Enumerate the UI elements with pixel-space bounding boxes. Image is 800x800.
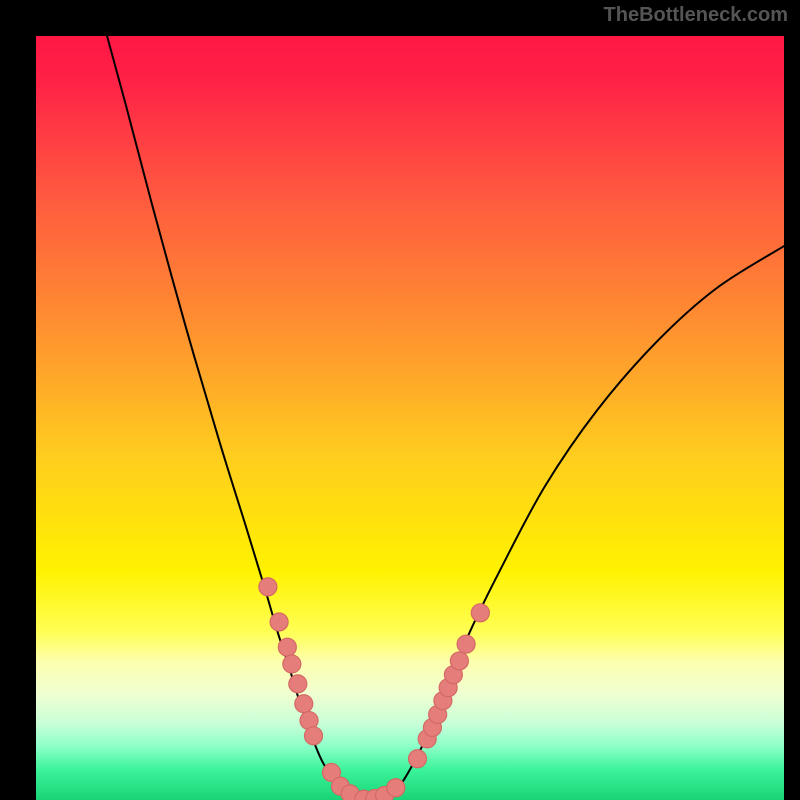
plot-area bbox=[36, 36, 784, 800]
data-dots bbox=[259, 578, 489, 800]
data-dot bbox=[450, 652, 468, 670]
data-dot bbox=[305, 727, 323, 745]
data-dot bbox=[457, 635, 475, 653]
data-dot bbox=[295, 695, 313, 713]
data-dot bbox=[408, 750, 426, 768]
data-dot bbox=[471, 604, 489, 622]
data-dot bbox=[387, 779, 405, 797]
data-dot bbox=[270, 613, 288, 631]
data-dot bbox=[259, 578, 277, 596]
chart-overlay bbox=[36, 36, 784, 800]
data-dot bbox=[283, 655, 301, 673]
data-dot bbox=[289, 675, 307, 693]
watermark-text: TheBottleneck.com bbox=[604, 4, 788, 27]
data-dot bbox=[278, 638, 296, 656]
